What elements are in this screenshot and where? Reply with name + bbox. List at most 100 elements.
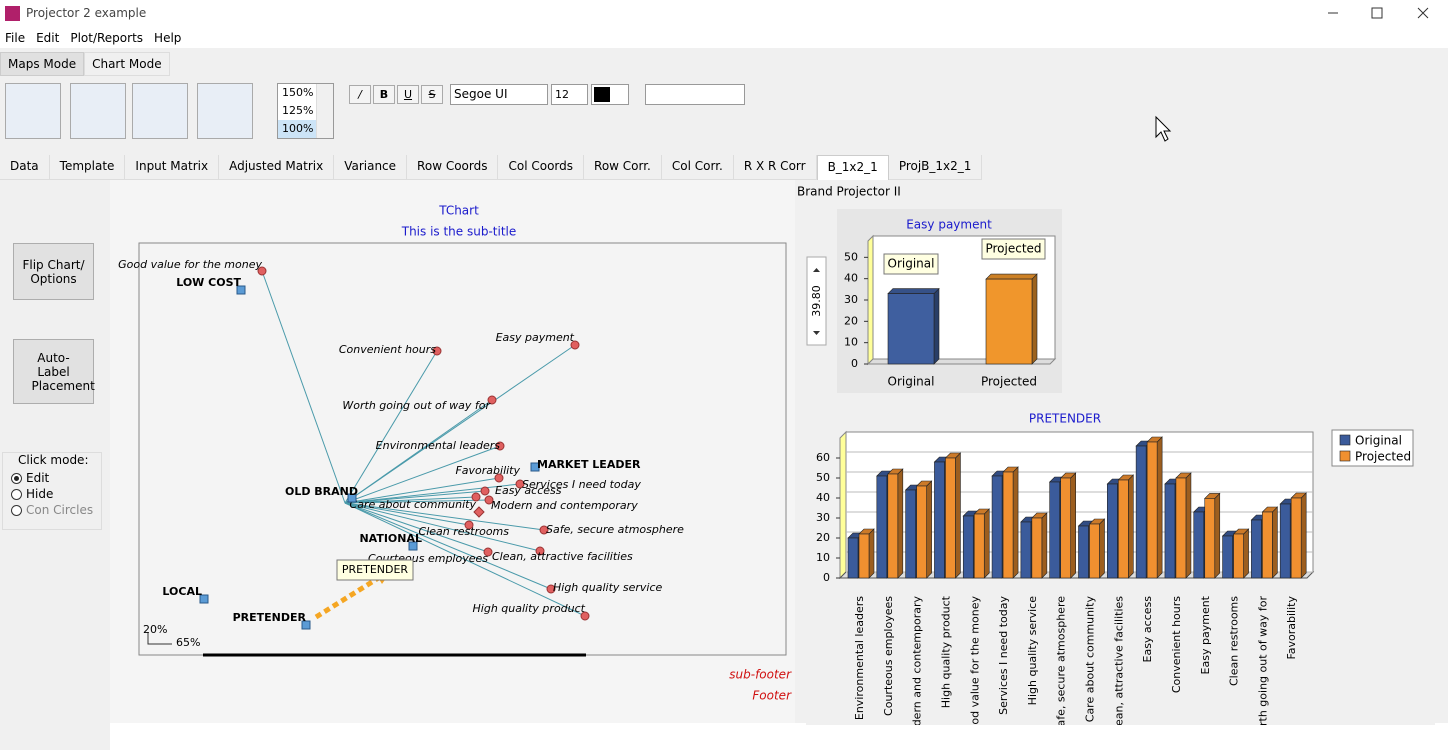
menu-item[interactable]: Edit — [36, 31, 60, 45]
attribute-label: Good value for the money — [118, 258, 262, 271]
menu-item[interactable]: Help — [154, 31, 182, 45]
x-tick-label: Worth going out of way for — [1256, 596, 1269, 743]
tool-button[interactable] — [197, 83, 253, 139]
bar-front — [1031, 517, 1043, 579]
connector — [344, 502, 541, 552]
label-clip: Safe, secure atmosphere — [1055, 596, 1068, 725]
tab[interactable]: Row Corr. — [584, 155, 662, 180]
x-tick-label: Original — [888, 375, 935, 389]
bar-front — [1164, 483, 1176, 579]
tab[interactable]: R X R Corr — [734, 155, 817, 180]
brand-label: OLD BRAND — [285, 485, 358, 498]
attribute-point — [580, 611, 590, 621]
radio — [11, 472, 22, 484]
connector — [344, 477, 500, 504]
tool-button[interactable] — [132, 83, 188, 139]
color-combo[interactable] — [591, 84, 629, 105]
bar-side — [1070, 472, 1076, 579]
map-title: TChart — [438, 204, 479, 218]
zoom-option[interactable]: 150% — [282, 86, 314, 99]
bar-front — [876, 475, 888, 579]
attribute-label: Safe, secure atmosphere — [546, 523, 684, 536]
flip-button[interactable]: Flip Chart/ Options — [13, 243, 94, 300]
format-button[interactable]: U — [397, 85, 419, 104]
zoom-option[interactable]: 125% — [282, 104, 314, 117]
radio-option[interactable]: Con Circles — [11, 503, 93, 517]
bar-top — [985, 273, 1038, 280]
x-tick-label: Clean, attractive facilities — [1112, 596, 1125, 737]
tab[interactable]: Row Coords — [407, 155, 499, 180]
attribute-point — [535, 546, 545, 556]
callout-label: Original — [888, 257, 935, 271]
size-combo[interactable]: 12 — [551, 84, 588, 105]
bar-side — [868, 528, 875, 579]
tab[interactable]: Col Coords — [498, 155, 585, 180]
bar — [1232, 528, 1250, 579]
auto-label-button[interactable]: Auto-Label Placement — [13, 339, 95, 404]
style-combo[interactable] — [645, 84, 745, 105]
attribute-label: Convenient hours — [339, 343, 436, 356]
bar-front — [1279, 503, 1291, 579]
window-controls[interactable] — [1320, 0, 1448, 28]
menu-item[interactable]: Plot/Reports — [70, 31, 144, 45]
font-combo[interactable]: Segoe UI — [450, 84, 548, 105]
tab[interactable]: Variance — [334, 155, 408, 180]
tab[interactable]: Template — [50, 155, 126, 180]
label-clip: High quality product — [939, 595, 952, 708]
attribute-label: Services I need today — [522, 478, 641, 491]
tab[interactable]: B_1x2_1 — [816, 155, 889, 180]
zoom-option[interactable]: 100% — [278, 120, 318, 138]
format-button[interactable]: S — [421, 85, 443, 104]
bar-side — [983, 508, 990, 579]
bar — [858, 528, 875, 579]
format-button[interactable]: B — [373, 85, 395, 104]
tab[interactable]: Input Matrix — [125, 155, 220, 180]
bar — [1031, 512, 1048, 579]
mode-tab[interactable]: Chart Mode — [84, 52, 170, 76]
x-tick-label: Convenient hours — [1170, 596, 1183, 693]
connector — [344, 499, 490, 504]
bar-side — [1185, 472, 1192, 579]
bar-front — [985, 278, 1033, 365]
radio-option[interactable]: Edit — [11, 471, 49, 485]
attribute-label: Clean restrooms — [419, 525, 510, 538]
bar — [887, 468, 904, 579]
tab[interactable]: Col Corr. — [662, 155, 734, 180]
mouse-cursor — [1155, 115, 1172, 142]
connector — [344, 502, 552, 590]
menu-item[interactable]: File — [5, 31, 26, 45]
chart-title: Easy payment — [906, 218, 992, 232]
bar-side — [955, 452, 961, 579]
x-tick-label: Easy access — [1141, 596, 1154, 663]
button-label: Flip Chart/ Options — [22, 257, 85, 286]
brand-label: MARKET LEADER — [537, 458, 641, 471]
mode-tab[interactable]: Maps Mode — [0, 52, 85, 76]
bar-side — [1300, 492, 1307, 579]
radio-label: Con Circles — [26, 503, 94, 517]
bar — [887, 287, 940, 365]
tab[interactable]: ProjB_1x2_1 — [889, 155, 983, 180]
tab[interactable]: Data — [0, 155, 50, 180]
bar — [1175, 472, 1192, 579]
zoom-list[interactable]: 150% 125% 100% — [277, 83, 334, 139]
y-tick-label: 40 — [816, 491, 830, 504]
bar-front — [1107, 483, 1118, 579]
bar — [1088, 518, 1106, 579]
radio-label: Edit — [26, 471, 50, 485]
bar — [1002, 466, 1019, 579]
tool-button[interactable] — [5, 83, 61, 139]
label-clip: Favorability — [1285, 596, 1298, 660]
bar-side — [1214, 492, 1221, 579]
spinner[interactable] — [806, 256, 827, 346]
tool-button[interactable] — [70, 83, 126, 139]
x-tick-label: Favorability — [1285, 596, 1298, 660]
bar — [973, 508, 990, 579]
label-clip: Good value for the money — [968, 596, 981, 725]
bar — [985, 273, 1038, 365]
bar-front — [1175, 477, 1187, 579]
format-button[interactable]: / — [349, 85, 371, 104]
bottom-strip — [110, 723, 1448, 750]
tab[interactable]: Adjusted Matrix — [219, 155, 335, 180]
radio-option[interactable]: Hide — [11, 487, 53, 501]
map-frame — [138, 242, 787, 656]
